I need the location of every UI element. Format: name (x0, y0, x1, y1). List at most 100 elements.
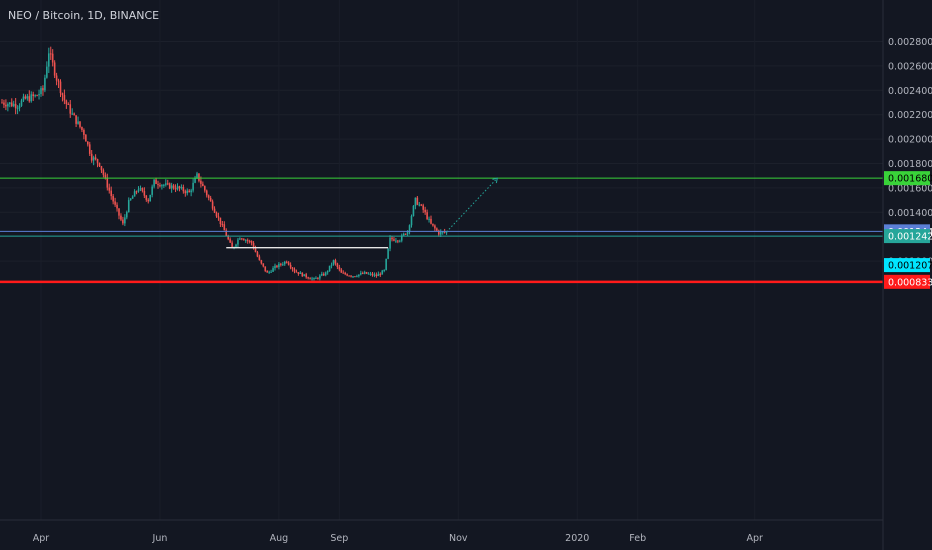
candle-body (219, 217, 222, 224)
candle (393, 236, 395, 242)
candle-body (200, 180, 202, 184)
candle-body (309, 278, 311, 280)
candle (270, 269, 272, 273)
candle-body (363, 272, 366, 274)
candle-body (227, 235, 229, 240)
candle (61, 92, 64, 102)
candle (266, 270, 268, 273)
candle (48, 47, 50, 74)
candle-body (266, 270, 268, 273)
candle-body (153, 179, 155, 187)
candle (287, 261, 290, 266)
candle (272, 266, 274, 272)
candle-body (375, 274, 378, 277)
candle (44, 74, 46, 93)
price-badge: 0.000833 (884, 274, 932, 289)
candle (143, 187, 146, 199)
candle (1, 98, 3, 104)
x-tick-label: Aug (270, 533, 289, 544)
candle-body (104, 174, 107, 178)
candle (24, 94, 27, 100)
candle (422, 203, 424, 213)
candle (217, 212, 220, 221)
candle (285, 260, 288, 264)
candle-body (166, 183, 169, 185)
candle-body (262, 263, 265, 267)
candle (28, 90, 31, 103)
candle (395, 237, 397, 243)
candle (344, 271, 346, 276)
candle-body (79, 121, 81, 127)
candle-body (412, 205, 415, 217)
candle (434, 224, 436, 232)
candle (79, 121, 81, 129)
candle-body (120, 215, 122, 220)
candle-body (49, 53, 52, 55)
candle-body (38, 94, 40, 96)
candle-body (75, 115, 77, 124)
candle-body (44, 77, 46, 91)
candle (139, 185, 142, 192)
projection-arrow-head (492, 177, 498, 184)
candle (126, 210, 128, 220)
candle-body (336, 263, 339, 268)
candle (112, 194, 114, 205)
candle (182, 184, 185, 194)
x-tick-label: 2020 (565, 533, 589, 544)
candle-body (400, 235, 403, 241)
candle (243, 238, 245, 241)
candle (430, 215, 432, 225)
candle-body (235, 244, 237, 247)
candle (57, 78, 60, 89)
candle-body (108, 187, 111, 191)
candle (163, 183, 165, 188)
candle (328, 265, 331, 272)
candle-body (342, 272, 345, 274)
candle-body (295, 271, 298, 273)
candle-body (332, 260, 335, 265)
candle-body (176, 186, 179, 190)
price-badge-bg (884, 171, 930, 186)
candle (157, 180, 159, 189)
candle-body (110, 190, 112, 197)
price-badge-label: 0.001680 (888, 174, 932, 185)
candle (59, 79, 62, 97)
candle (324, 271, 327, 277)
x-tick-label: Apr (746, 533, 763, 544)
candle (10, 98, 13, 108)
candle-body (426, 212, 428, 220)
candle (3, 99, 5, 108)
candle (360, 270, 362, 276)
candle (159, 182, 161, 188)
candle (239, 237, 241, 240)
candle (289, 262, 292, 270)
candle (88, 141, 91, 156)
candle-body (317, 277, 319, 279)
candle (410, 214, 413, 228)
candle-body (40, 88, 42, 95)
candle-body (170, 185, 173, 189)
candle-body (270, 271, 272, 273)
y-tick-label: 0.001400 (888, 208, 932, 219)
candle-body (90, 153, 93, 161)
candle-body (324, 272, 327, 276)
candle-body (204, 186, 206, 191)
candle-body (383, 269, 385, 271)
candle-body (223, 224, 226, 231)
candle (358, 274, 360, 278)
candle-body (367, 273, 370, 275)
candle-body (87, 141, 89, 145)
candle-body (305, 274, 307, 278)
candle (209, 195, 212, 202)
candle-body (424, 209, 426, 213)
candle (365, 271, 368, 275)
candle-body (282, 264, 284, 266)
candle-body (391, 237, 393, 240)
candle (416, 195, 419, 206)
candle-body (12, 103, 15, 107)
candle (205, 189, 208, 198)
candle-body (229, 239, 231, 243)
price-badge-label: 0.000833 (888, 277, 932, 288)
